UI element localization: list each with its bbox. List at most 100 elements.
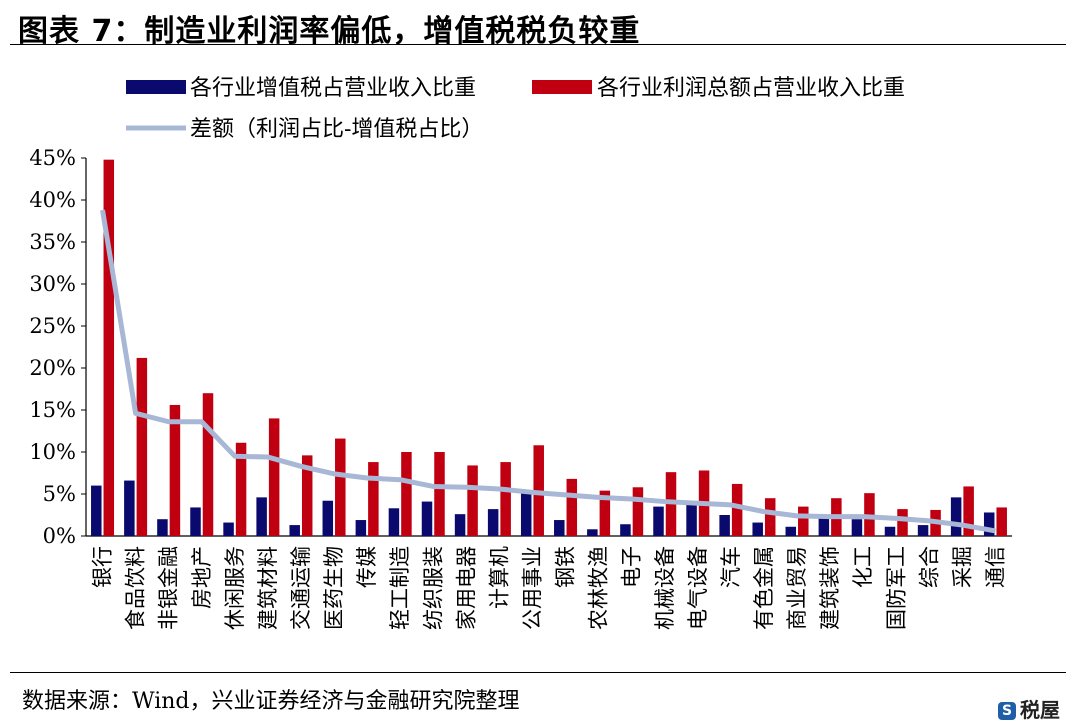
bar-vat [686,503,697,536]
x-tick-label: 汽车 [719,546,743,588]
bar-vat [520,493,532,536]
x-tick-label: 机械设备 [653,546,677,630]
bar-profit [169,404,181,536]
x-tick-label: 食品饮料 [124,546,148,630]
bar-vat [322,500,334,536]
bar-profit [103,159,115,536]
bar-profit [335,438,346,536]
bar-vat [818,517,830,536]
chart-title: 图表 7：制造业利润率偏低，增值税税负较重 [18,14,641,49]
difference-line [100,209,996,534]
bar-profit [235,442,247,536]
bar-profit [599,490,611,536]
legend-swatch-profit [532,80,592,94]
bar-profit [301,455,313,536]
x-tick-label: 有色金属 [752,546,776,630]
bar-vat [190,507,201,536]
bar-profit [202,393,214,536]
x-tick-label: 综合 [917,546,941,588]
x-axis-labels: 银行 食品饮料 非银金融 房地产 休闲服务 建筑材料 交通运输 医药生物 传媒 轻工制造 纺织服装家… [91,546,1008,630]
bar-vat [91,485,102,536]
y-tick-label: 35% [29,230,76,254]
bar-vat [554,520,565,536]
bars [91,159,1007,536]
bar-profit [566,478,578,536]
bar-profit [268,418,280,536]
bar-vat [620,524,631,536]
y-tick-label: 15% [29,398,76,422]
bar-vat [454,514,466,536]
bar-vat [124,480,135,536]
y-tick-label: 45% [29,146,76,170]
bar-profit [963,486,974,536]
x-tick-label: 休闲服务 [223,546,247,630]
x-tick-label: 建筑材料 [256,546,280,630]
bar-profit [401,452,412,536]
bar-vat [653,506,664,536]
logo: S 税屋 [998,694,1060,723]
bar-vat [884,526,896,536]
bar-profit [996,507,1007,536]
x-tick-label: 化工 [851,546,875,588]
x-tick-label: 房地产 [190,546,214,609]
x-tick-label: 轻工制造 [388,546,412,630]
y-tick-label: 0% [43,524,76,548]
bar-vat [851,519,863,536]
x-tick-label: 纺织服装 [421,546,445,630]
x-tick-label: 医药生物 [322,546,346,630]
y-tick-label: 25% [29,314,76,338]
bar-profit [500,462,511,536]
bar-vat [256,497,267,536]
bar-vat [950,497,962,536]
x-tick-label: 计算机 [487,546,511,609]
bar-vat [785,526,797,536]
footer-divider [10,672,1066,673]
bar-vat [421,501,433,536]
x-tick-label: 采掘 [950,546,974,588]
x-tick-label: 钢铁 [554,546,578,588]
x-tick-label: 建筑装饰 [818,546,842,630]
x-tick-label: 非银金融 [157,546,181,630]
legend-swatch-vat [126,80,186,94]
bar-vat [289,525,300,536]
x-tick-label: 农林牧渔 [587,546,611,630]
title-divider [10,44,1066,45]
bar-vat [487,509,499,536]
legend-label-profit: 各行业利润总额占营业收入比重 [597,76,905,101]
bar-profit [467,465,478,536]
x-tick-label: 电子 [620,546,644,588]
bar-vat [752,522,763,536]
y-tick-label: 20% [29,356,76,380]
x-tick-label: 银行 [91,546,115,588]
bar-vat [983,512,995,536]
legend-label-diff: 差额（利润占比-增值税占比） [190,117,483,142]
bar-vat [917,525,929,536]
x-tick-label: 公用事业 [520,546,544,630]
bar-vat [355,520,367,536]
y-tick-label: 30% [29,272,76,296]
x-tick-label: 通信 [983,546,1007,588]
legend-label-vat: 各行业增值税占营业收入比重 [190,76,476,101]
bar-profit [434,452,445,536]
bar-profit [798,506,809,536]
bar-vat [388,508,400,536]
bar-profit [136,357,148,536]
bar-profit [731,483,743,536]
bar-vat [719,515,730,536]
y-tick-label: 10% [29,440,76,464]
y-tick-label: 40% [29,188,76,212]
logo-text: 税屋 [1020,698,1060,722]
bar-profit [897,509,908,536]
x-tick-label: 商业贸易 [785,546,809,630]
source-note: 数据来源：Wind，兴业证券经济与金融研究院整理 [22,689,520,714]
bar-profit [764,498,776,536]
bar-profit [632,487,644,536]
x-tick-label: 交通运输 [289,546,313,630]
difference-series-line [100,209,996,534]
bar-profit [368,462,379,536]
y-tick-label: 5% [43,482,76,506]
logo-icon: S [998,702,1016,720]
bar-vat [223,522,234,536]
x-tick-label: 国防军工 [884,546,908,630]
